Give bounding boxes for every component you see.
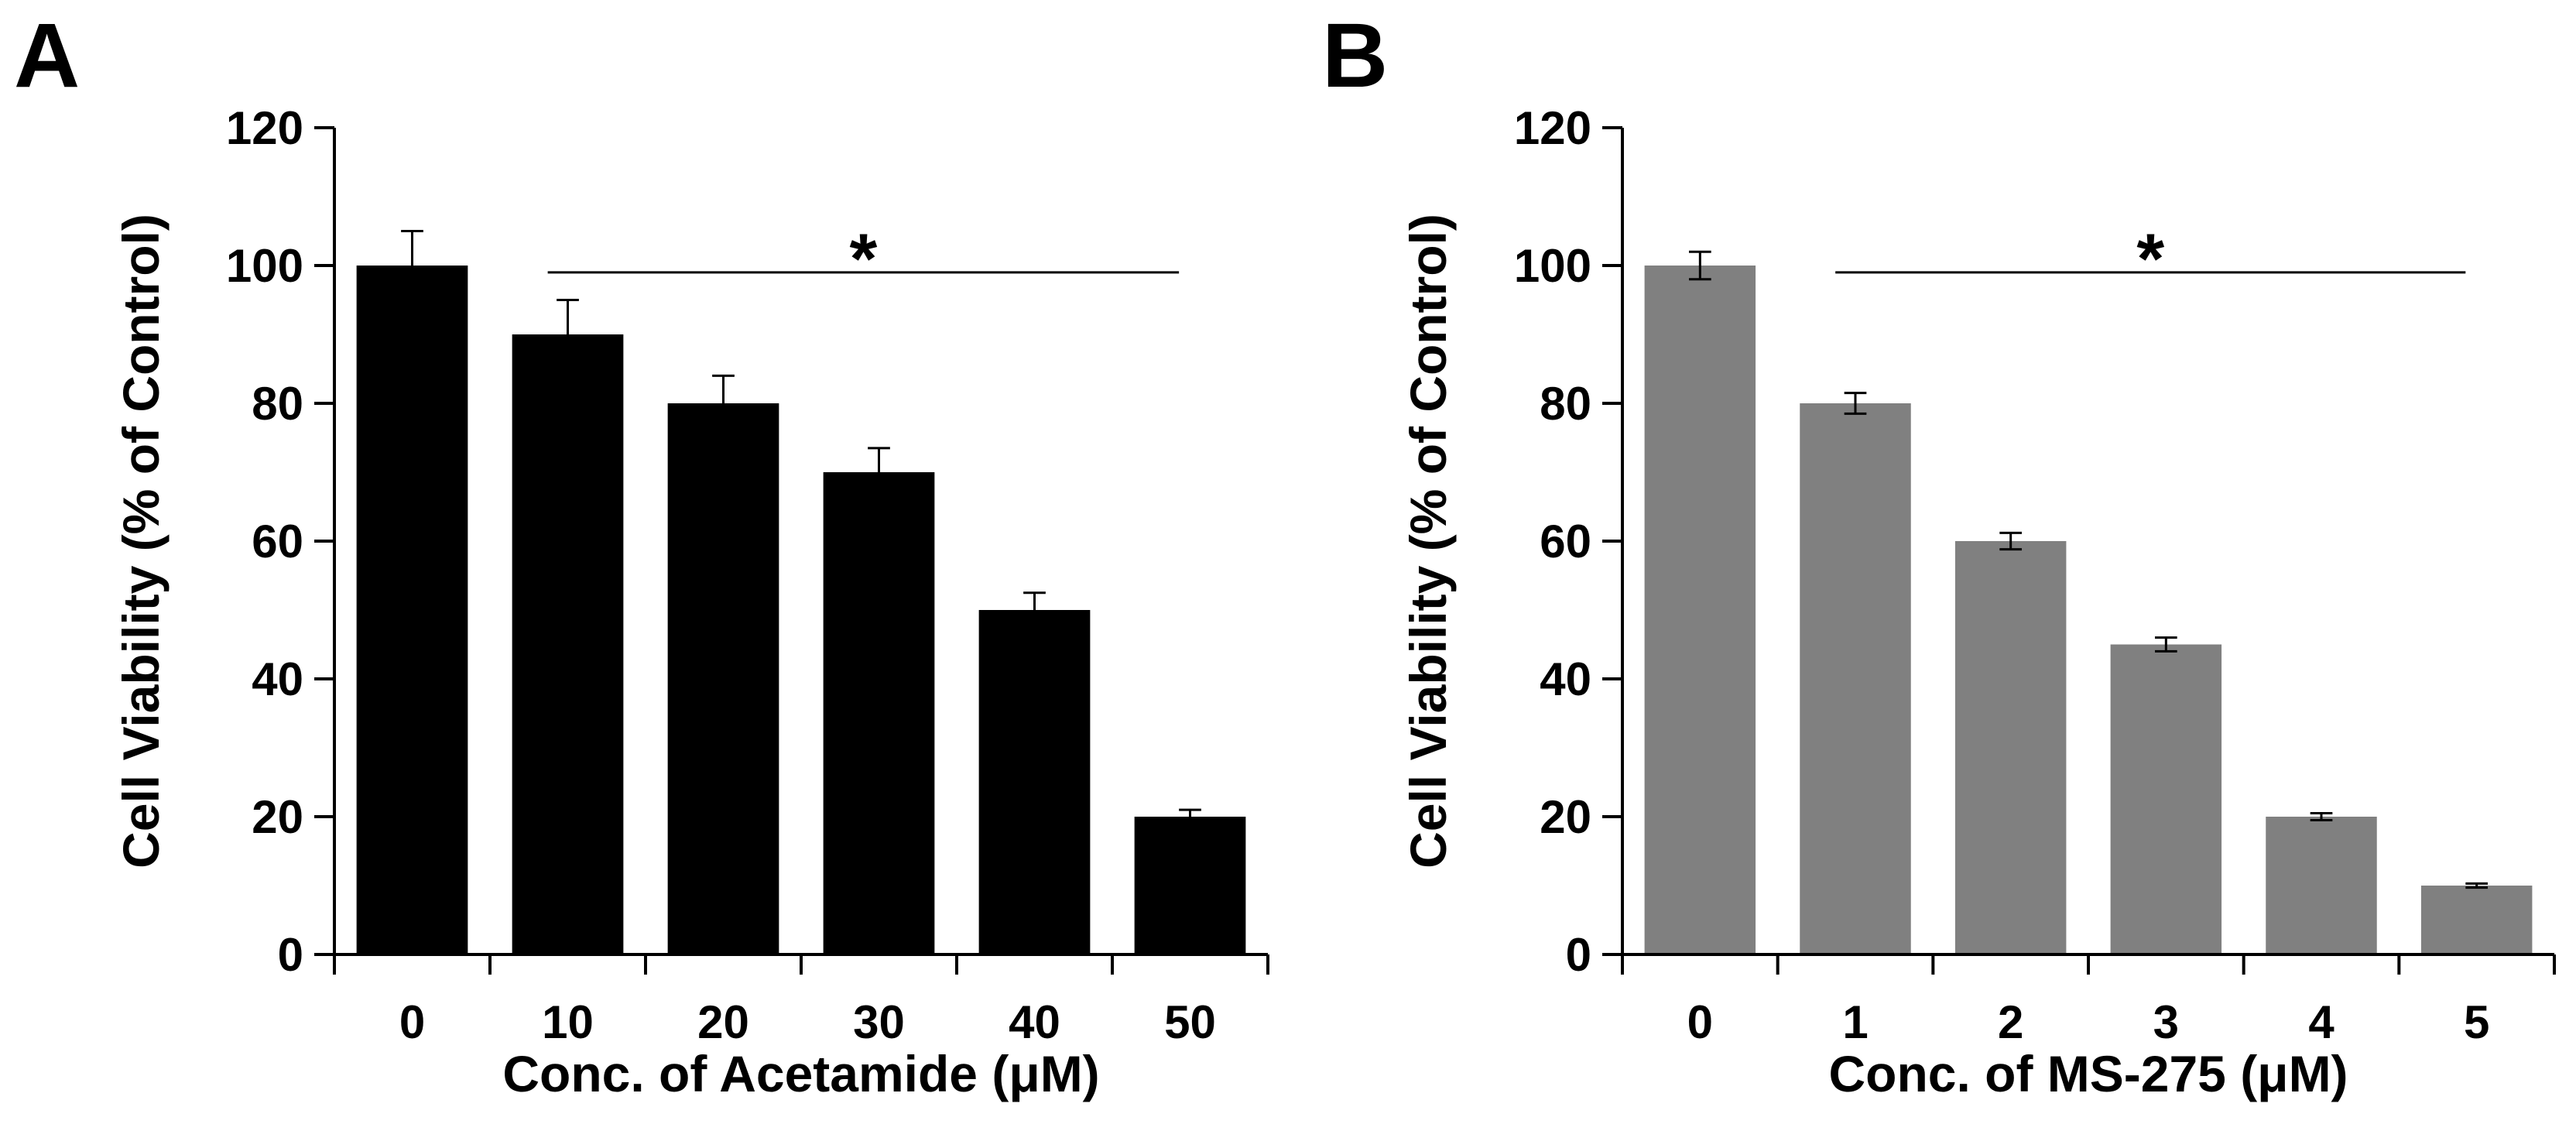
y-tick-label: 120	[226, 102, 303, 154]
x-tick-label: 3	[2153, 996, 2179, 1048]
bar-b-1	[1800, 403, 1911, 954]
bar-b-5	[2420, 886, 2533, 954]
x-tick-label: 10	[542, 996, 594, 1048]
y-tick-label: 80	[252, 378, 303, 430]
y-tick-label: 20	[1540, 791, 1591, 843]
y-axis-title: Cell Viability (% of Control)	[112, 214, 170, 869]
bar-a-40	[978, 610, 1091, 954]
y-tick-label: 100	[1514, 240, 1591, 292]
bar-b-0	[1644, 266, 1756, 954]
y-tick-label: 0	[278, 929, 303, 981]
x-tick-label: 2	[1998, 996, 2023, 1048]
x-axis-title: Conc. of Acetamide (μM)	[502, 1045, 1099, 1102]
y-tick-label: 80	[1540, 378, 1591, 430]
y-tick-label: 40	[252, 653, 303, 705]
y-tick-label: 40	[1540, 653, 1591, 705]
bar-a-30	[823, 472, 935, 954]
significance-star: *	[849, 220, 877, 299]
bar-a-50	[1134, 817, 1246, 954]
bar-a-20	[667, 403, 779, 954]
y-tick-label: 120	[1514, 102, 1591, 154]
y-tick-label: 100	[226, 240, 303, 292]
x-tick-label: 1	[1842, 996, 1868, 1048]
y-tick-label: 20	[252, 791, 303, 843]
y-axis-title: Cell Viability (% of Control)	[1399, 214, 1457, 869]
bar-a-0	[356, 266, 468, 954]
x-tick-label: 4	[2308, 996, 2334, 1048]
x-tick-label: 0	[399, 996, 425, 1048]
x-tick-label: 40	[1009, 996, 1060, 1048]
x-tick-label: 30	[853, 996, 905, 1048]
y-tick-label: 60	[252, 516, 303, 567]
x-tick-label: 20	[697, 996, 749, 1048]
bar-b-2	[1954, 541, 2067, 954]
y-tick-label: 0	[1566, 929, 1591, 981]
y-tick-label: 60	[1540, 516, 1591, 567]
significance-star: *	[2136, 220, 2164, 299]
panel-a-chart: A 0 20 40 60 80 100 120 0 10 20 30 40 50 Conc. of Acet…	[14, 5, 1269, 1102]
panel-b-chart: B 0 20 40 60 80 100 120 0 1 2 3 4 5 Conc. of MS-275 (μ…	[1322, 5, 2556, 1102]
panel-label: A	[14, 5, 80, 107]
x-axis-title: Conc. of MS-275 (μM)	[1828, 1045, 2348, 1102]
x-tick-label: 5	[2464, 996, 2489, 1048]
panel-label: B	[1322, 5, 1388, 107]
bar-b-3	[2110, 644, 2222, 954]
x-tick-label: 0	[1687, 996, 1713, 1048]
x-tick-label: 50	[1164, 996, 1216, 1048]
bar-a-10	[512, 334, 624, 954]
bar-b-4	[2266, 817, 2377, 954]
